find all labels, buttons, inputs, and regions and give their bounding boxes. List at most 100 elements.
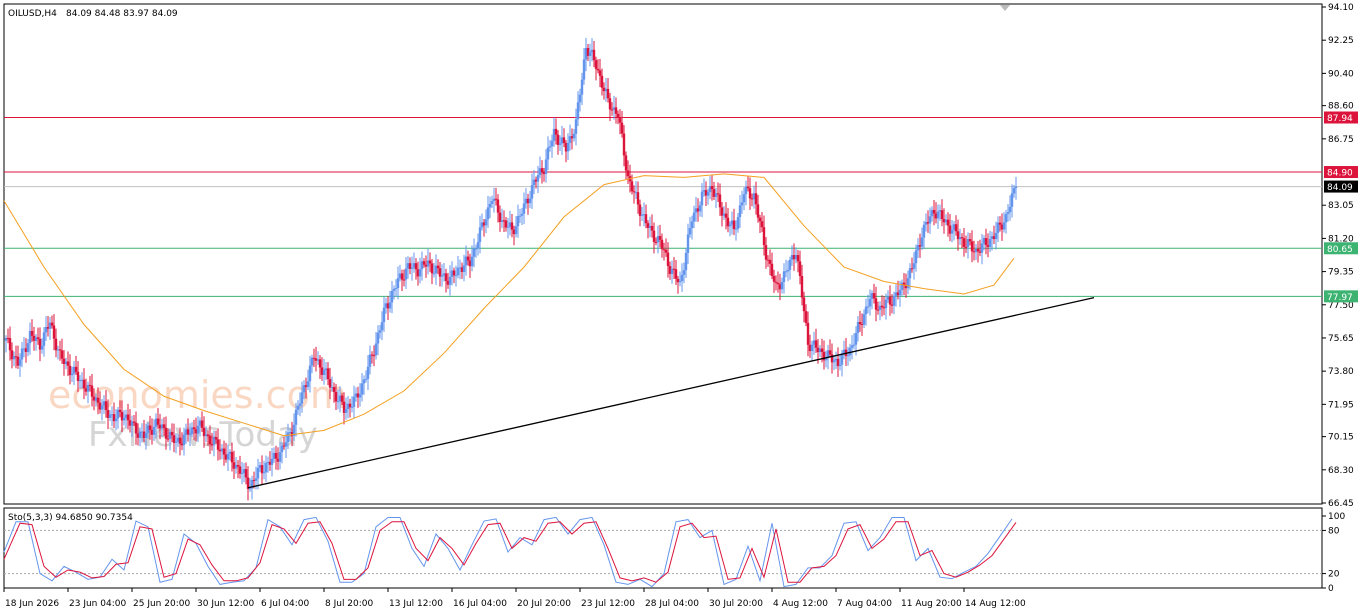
candle-body [888,296,892,305]
candle-body [48,322,52,329]
price-tick-label: 86.75 [1328,135,1354,145]
candle-body [794,255,798,260]
candle-body [530,185,534,199]
time-tick-label: 18 Jun 2026 [5,599,59,609]
candle-body [154,418,158,427]
candle-body [988,238,992,247]
candle-body [388,302,392,309]
candle-body [720,207,724,216]
candle-body [944,219,948,223]
candle-body [982,238,986,244]
time-tick-label: 11 Aug 20:00 [901,599,962,609]
candle-body [902,282,906,286]
candle-body [510,222,514,230]
candle-body [68,365,72,376]
candle-body [164,427,168,439]
candle-body [766,259,770,261]
candle-body [194,429,198,434]
candle-body [430,263,434,274]
stoch-tick-label: 100 [1328,512,1345,522]
price-tick-label: 66.45 [1328,499,1354,509]
candle-body [116,409,120,419]
time-tick-label: 8 Jul 20:00 [325,599,374,609]
candle-body [960,237,964,239]
candle-body [782,271,786,282]
candle-body [776,282,780,285]
candle-body [692,212,696,222]
candle-body [12,356,16,360]
candle-body [768,259,772,264]
candle-body [696,208,700,212]
candle-body [882,307,886,309]
candle-body [446,280,450,285]
candle-body [622,133,626,156]
candle-body [664,249,668,253]
candle-body [538,168,542,176]
price-axis: 94.10 92.25 90.40 88.60 86.75 83.05 81.20 79.35… [1322,3,1354,509]
candle-body [404,268,408,280]
candle-body [56,349,60,351]
candle-body [694,208,698,213]
candle-body [734,228,738,230]
candle-body [702,190,706,192]
candle-body [710,186,714,190]
candle-body [22,348,26,350]
candle-body [324,368,328,371]
candle-body [468,260,472,267]
candle-body [40,345,44,350]
candle-body [10,350,14,360]
candle-body [122,417,126,421]
candle-body [548,146,552,148]
candle-body [648,225,652,228]
candle-body [380,322,384,331]
candle-body [184,429,188,435]
candle-body [218,449,222,452]
candle-body [638,204,642,216]
candle-body [346,403,350,410]
candle-body [900,282,904,290]
candle-body [168,432,172,439]
candle-body [230,451,234,463]
candle-body [308,365,312,382]
candle-body [532,179,536,186]
time-tick-label: 30 Jun 12:00 [197,599,254,609]
candle-body [408,263,412,269]
candle-body [144,432,148,438]
candle-body [874,298,878,310]
time-tick-label: 6 Jul 04:00 [261,599,310,609]
candle-body [582,59,586,80]
candle-body [350,406,354,408]
level-labels: 87.94 84.90 80.65 77.97 84.09 [1324,111,1358,303]
candle-body [796,255,800,262]
candle-body [698,205,702,212]
candle-body [904,285,908,289]
candle-body [516,216,520,227]
candle-body [606,88,610,99]
time-tick-label: 23 Jun 04:00 [69,599,126,609]
candle-body [908,268,912,279]
candle-body [200,420,204,428]
candle-body [256,467,260,479]
candle-body [294,409,298,425]
candle-body [864,306,868,315]
level-label: 84.90 [1327,169,1353,179]
candle-body [998,222,1002,225]
candle-body [188,434,192,436]
time-axis: 18 Jun 2026 23 Jun 04:00 25 Jun 20:00 30 Ju… [3,588,1026,609]
candle-body [52,325,56,339]
candle-body [508,222,512,227]
candle-body [760,221,764,228]
candle-body [210,444,214,446]
candle-body [526,198,530,204]
candle-body [524,198,528,204]
candle-body [288,431,292,433]
candle-body [438,268,442,277]
candle-body [726,217,730,227]
candle-body [674,269,678,279]
time-tick-label: 25 Jun 20:00 [133,599,190,609]
candle-body [492,198,496,202]
candle-body [818,348,822,353]
candle-body [1012,188,1016,194]
candle-body [744,186,748,195]
